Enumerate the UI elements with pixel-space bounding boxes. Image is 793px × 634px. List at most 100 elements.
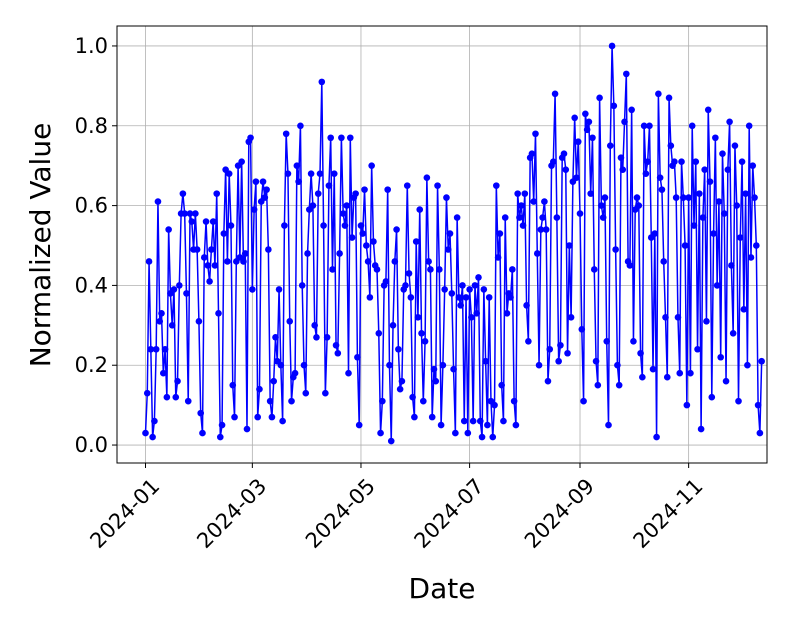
data-point [731, 142, 739, 150]
x-tick-label: 2024-01 [85, 474, 164, 553]
data-point [379, 397, 386, 405]
data-point [468, 314, 475, 321]
data-point [325, 182, 333, 189]
data-point [256, 385, 263, 393]
data-point [658, 186, 666, 193]
data-point [621, 118, 628, 126]
data-point [202, 218, 210, 225]
data-point [227, 222, 235, 229]
data-point [183, 290, 190, 297]
data-point [448, 290, 456, 297]
data-point [713, 282, 721, 289]
data-point [517, 202, 525, 209]
data-point [640, 122, 648, 130]
data-point [215, 310, 222, 317]
data-point [630, 337, 637, 345]
data-point [553, 214, 561, 221]
data-point [304, 250, 311, 257]
data-point [403, 182, 411, 189]
data-point [218, 421, 226, 429]
data-point [724, 166, 732, 173]
data-line [144, 45, 763, 442]
data-point [323, 333, 331, 341]
data-point [690, 222, 698, 229]
data-point [293, 162, 301, 169]
data-point [728, 262, 735, 269]
data-point [459, 282, 466, 289]
data-point [307, 170, 315, 177]
data-point [286, 318, 294, 325]
data-point [437, 421, 445, 429]
data-point [284, 170, 292, 177]
data-point [268, 413, 276, 421]
data-point [282, 130, 290, 138]
data-point [279, 417, 286, 425]
data-point [503, 310, 511, 317]
data-point [259, 178, 267, 185]
data-point [564, 349, 571, 357]
data-point [291, 369, 299, 377]
data-point [566, 242, 573, 249]
data-point [706, 178, 714, 185]
data-point [423, 174, 431, 181]
data-point [243, 425, 251, 433]
data-point [512, 421, 520, 429]
data-point [533, 250, 541, 257]
data-point [644, 158, 651, 165]
data-point [341, 222, 349, 229]
data-point [521, 190, 529, 197]
data-point [252, 178, 260, 185]
data-point [587, 190, 594, 197]
data-point [571, 114, 578, 122]
data-point [450, 365, 457, 373]
data-point [653, 433, 660, 441]
data-point [300, 361, 308, 369]
data-point [357, 222, 365, 229]
data-point [147, 345, 155, 353]
data-point [418, 329, 425, 337]
data-point [184, 397, 192, 405]
data-point [428, 413, 436, 421]
data-point [309, 202, 317, 209]
data-point [704, 106, 712, 114]
data-point [338, 134, 345, 142]
data-point [655, 90, 662, 98]
data-point [756, 429, 764, 437]
data-point [493, 182, 500, 189]
data-point [193, 246, 201, 253]
data-point [389, 322, 397, 329]
data-point [460, 417, 468, 425]
data-point [726, 118, 733, 126]
data-point [313, 333, 320, 341]
data-point [297, 122, 304, 130]
data-point [151, 417, 158, 425]
data-point [174, 377, 181, 385]
data-point [542, 226, 550, 233]
data-point [544, 377, 552, 385]
data-point [687, 369, 694, 377]
data-point [583, 126, 591, 134]
data-point [334, 349, 342, 357]
data-point [712, 134, 719, 142]
data-point [550, 158, 557, 165]
data-point [361, 186, 368, 193]
data-point [617, 154, 625, 161]
data-point [639, 373, 646, 381]
data-point [453, 214, 461, 221]
data-point [209, 218, 217, 225]
data-point [729, 329, 737, 337]
data-point [535, 361, 543, 369]
data-point [355, 421, 363, 429]
data-point [473, 310, 481, 317]
data-point [416, 206, 424, 213]
data-point [343, 202, 351, 209]
x-tick-label: 2024-11 [629, 474, 708, 553]
data-point [364, 258, 372, 265]
data-point [272, 333, 279, 341]
data-point [247, 134, 254, 142]
data-point [719, 150, 726, 158]
data-point [555, 357, 562, 365]
data-point [172, 393, 180, 401]
x-tick-label: 2024-07 [410, 474, 489, 553]
